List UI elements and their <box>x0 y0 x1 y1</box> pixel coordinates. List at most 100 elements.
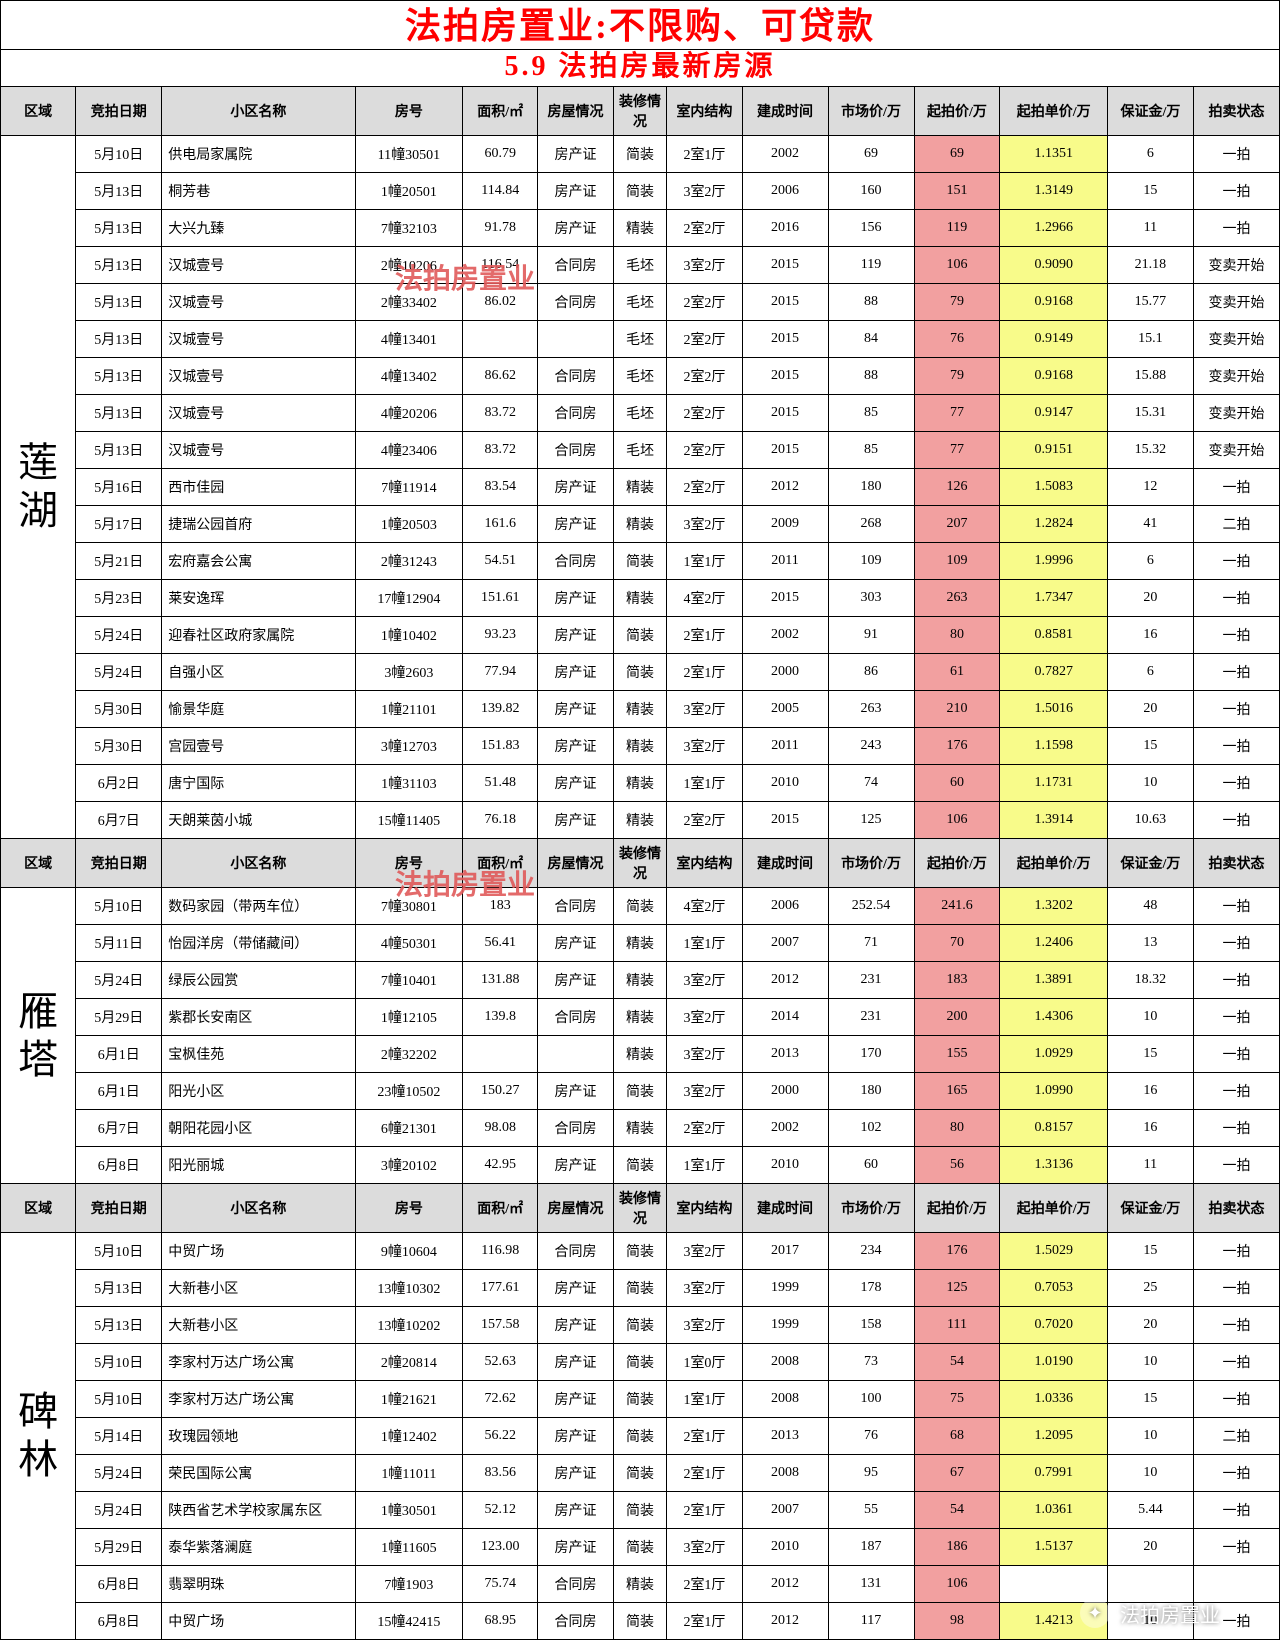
cell-name: 宫园壹号 <box>162 728 355 765</box>
cell-room: 1幢11605 <box>355 1529 462 1566</box>
cell-unit: 0.9090 <box>1000 247 1107 284</box>
cell-area: 83.54 <box>463 469 538 506</box>
cell-date: 5月13日 <box>76 1307 162 1344</box>
cell-deposit: 15 <box>1107 1036 1193 1073</box>
cell-status: 二拍 <box>1193 506 1279 543</box>
cell-name: 玫瑰园领地 <box>162 1418 355 1455</box>
cell-market: 303 <box>828 580 914 617</box>
cell-deposit: 41 <box>1107 506 1193 543</box>
cell-name: 西市佳园 <box>162 469 355 506</box>
cell-start: 165 <box>914 1073 1000 1110</box>
cell-name: 捷瑞公园首府 <box>162 506 355 543</box>
cell-deco: 精装 <box>613 999 667 1036</box>
cell-name: 紫郡长安南区 <box>162 999 355 1036</box>
header-row: 区域竞拍日期小区名称房号面积/㎡房屋情况装修情况室内结构建成时间市场价/万起拍价… <box>1 839 1280 888</box>
cell-deposit: 16 <box>1107 617 1193 654</box>
cell-status: 一拍 <box>1193 1307 1279 1344</box>
table-row: 6月8日翡翠明珠7幢190375.74合同房精装2室1厅2012131106 <box>1 1566 1280 1603</box>
cell-room: 4幢50301 <box>355 925 462 962</box>
cell-house: 合同房 <box>538 999 613 1036</box>
header-date: 竞拍日期 <box>76 87 162 136</box>
cell-status: 一拍 <box>1193 999 1279 1036</box>
cell-start: 106 <box>914 1566 1000 1603</box>
cell-house: 合同房 <box>538 395 613 432</box>
table-row: 6月1日阳光小区23幢10502150.27房产证简装3室2厅200018016… <box>1 1073 1280 1110</box>
table-row: 6月7日天朗莱茵小城15幢1140576.18房产证精装2室2厅20151251… <box>1 802 1280 839</box>
cell-area: 83.72 <box>463 432 538 469</box>
cell-date: 5月10日 <box>76 1233 162 1270</box>
cell-built: 2015 <box>742 247 828 284</box>
cell-struct: 2室2厅 <box>667 432 742 469</box>
cell-deposit <box>1107 1566 1193 1603</box>
cell-deco: 精装 <box>613 1110 667 1147</box>
cell-market: 85 <box>828 395 914 432</box>
cell-built: 2015 <box>742 580 828 617</box>
cell-room: 3幢12703 <box>355 728 462 765</box>
header-built: 建成时间 <box>742 839 828 888</box>
cell-deco: 精装 <box>613 691 667 728</box>
cell-unit: 1.7347 <box>1000 580 1107 617</box>
cell-name: 愉景华庭 <box>162 691 355 728</box>
table-row: 碑林5月10日中贸广场9幢10604116.98合同房简装3室2厅2017234… <box>1 1233 1280 1270</box>
cell-built: 2000 <box>742 1073 828 1110</box>
cell-house: 房产证 <box>538 136 613 173</box>
cell-status: 一拍 <box>1193 136 1279 173</box>
cell-house: 房产证 <box>538 1529 613 1566</box>
cell-area <box>463 321 538 358</box>
cell-market: 60 <box>828 1147 914 1184</box>
cell-built: 2013 <box>742 1036 828 1073</box>
cell-built: 2012 <box>742 469 828 506</box>
cell-struct: 2室1厅 <box>667 1603 742 1640</box>
cell-name: 数码家园（带两车位） <box>162 888 355 925</box>
cell-house: 合同房 <box>538 284 613 321</box>
cell-room: 7幢32103 <box>355 210 462 247</box>
header-start: 起拍价/万 <box>914 839 1000 888</box>
cell-date: 5月17日 <box>76 506 162 543</box>
cell-deco: 精装 <box>613 765 667 802</box>
header-deposit: 保证金/万 <box>1107 839 1193 888</box>
cell-date: 6月7日 <box>76 1110 162 1147</box>
cell-date: 5月13日 <box>76 321 162 358</box>
cell-room: 1幢12105 <box>355 999 462 1036</box>
cell-status: 一拍 <box>1193 617 1279 654</box>
cell-date: 6月8日 <box>76 1566 162 1603</box>
cell-deco: 简装 <box>613 654 667 691</box>
cell-built: 2011 <box>742 728 828 765</box>
cell-area: 51.48 <box>463 765 538 802</box>
cell-deposit: 16 <box>1107 1110 1193 1147</box>
cell-struct: 2室1厅 <box>667 1418 742 1455</box>
table-row: 5月13日大新巷小区13幢10202157.58房产证简装3室2厅1999158… <box>1 1307 1280 1344</box>
cell-unit: 1.0361 <box>1000 1492 1107 1529</box>
cell-market: 160 <box>828 173 914 210</box>
table-row: 5月24日迎春社区政府家属院1幢1040293.23房产证简装2室1厅20029… <box>1 617 1280 654</box>
cell-unit: 1.2095 <box>1000 1418 1107 1455</box>
cell-name: 中贸广场 <box>162 1233 355 1270</box>
cell-struct: 3室2厅 <box>667 506 742 543</box>
cell-house: 房产证 <box>538 925 613 962</box>
footer-attribution: ✦ 法拍房置业 <box>1080 1598 1220 1628</box>
table-row: 5月30日宫园壹号3幢12703151.83房产证精装3室2厅201124317… <box>1 728 1280 765</box>
cell-area: 123.00 <box>463 1529 538 1566</box>
cell-room: 7幢1903 <box>355 1566 462 1603</box>
cell-deposit: 15.1 <box>1107 321 1193 358</box>
cell-start: 241.6 <box>914 888 1000 925</box>
cell-house: 合同房 <box>538 432 613 469</box>
header-house: 房屋情况 <box>538 87 613 136</box>
header-name: 小区名称 <box>162 1184 355 1233</box>
cell-area: 72.62 <box>463 1381 538 1418</box>
header-room: 房号 <box>355 1184 462 1233</box>
cell-unit: 0.7991 <box>1000 1455 1107 1492</box>
cell-built: 2015 <box>742 284 828 321</box>
cell-start: 77 <box>914 432 1000 469</box>
cell-house: 合同房 <box>538 247 613 284</box>
cell-area: 42.95 <box>463 1147 538 1184</box>
cell-deco: 简装 <box>613 1233 667 1270</box>
cell-room: 1幢20501 <box>355 173 462 210</box>
cell-room: 2幢32202 <box>355 1036 462 1073</box>
cell-market: 158 <box>828 1307 914 1344</box>
cell-deposit: 21.18 <box>1107 247 1193 284</box>
cell-unit: 1.2406 <box>1000 925 1107 962</box>
cell-market: 88 <box>828 358 914 395</box>
cell-deco: 简装 <box>613 543 667 580</box>
header-house: 房屋情况 <box>538 1184 613 1233</box>
